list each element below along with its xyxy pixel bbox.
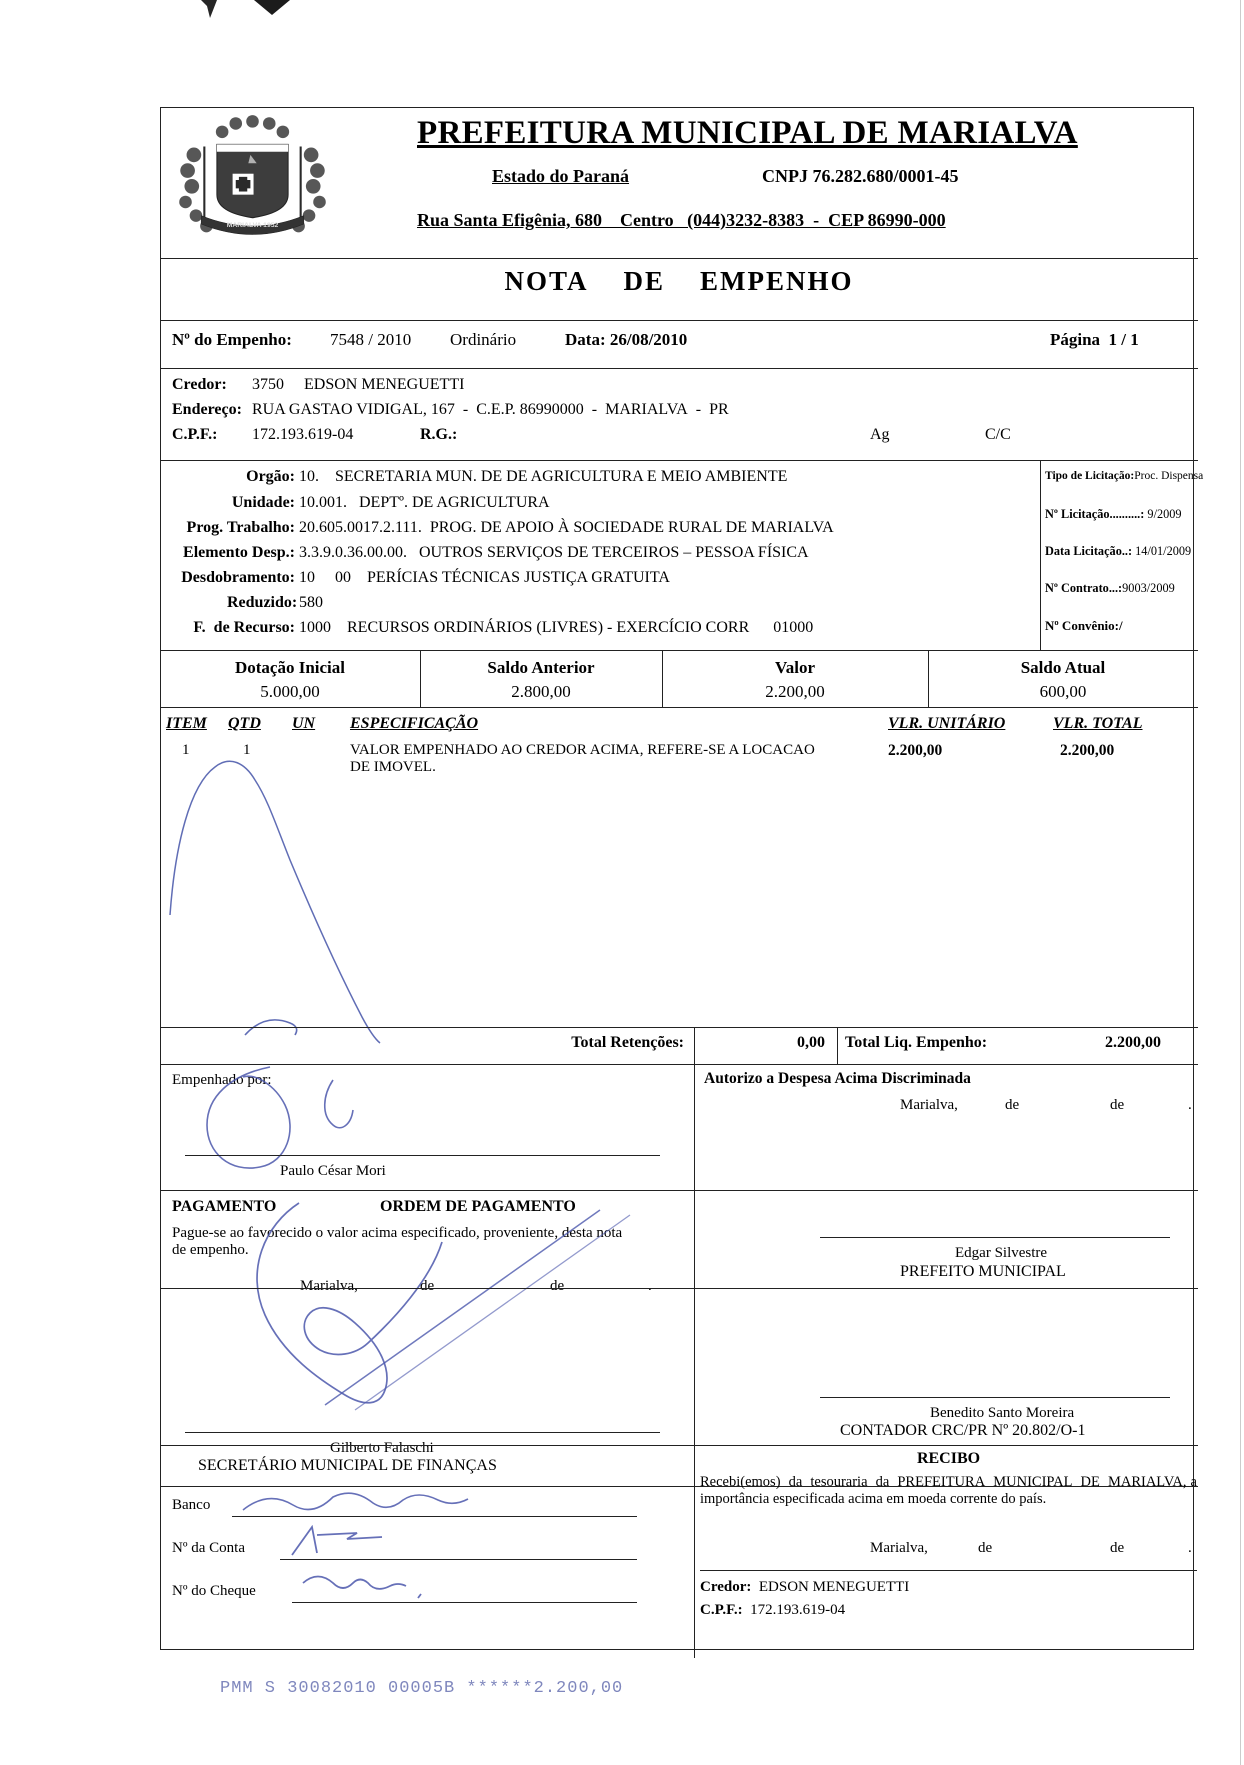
svg-text:MARIALVA 1952: MARIALVA 1952 [227,222,279,229]
